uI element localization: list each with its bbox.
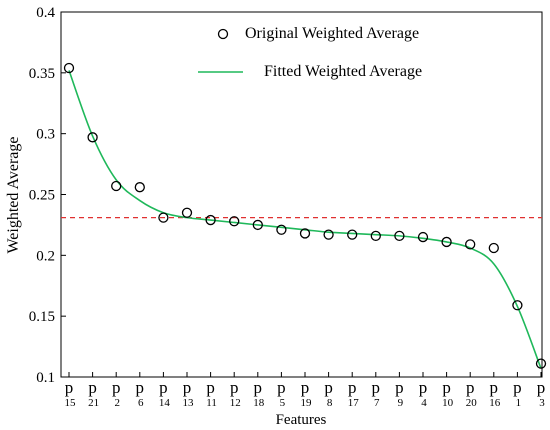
x-tick-subscript: 17 bbox=[348, 397, 360, 409]
x-tick-subscript: 18 bbox=[253, 397, 265, 409]
x-tick-label: p bbox=[65, 378, 74, 397]
data-point bbox=[135, 183, 144, 192]
x-tick-label: p bbox=[348, 378, 357, 397]
data-point bbox=[348, 230, 357, 239]
y-tick-label: 0.3 bbox=[36, 127, 55, 143]
x-tick-label: p bbox=[206, 378, 215, 397]
series-line-fitted bbox=[69, 70, 541, 368]
x-tick-label: p bbox=[490, 378, 499, 397]
x-tick-subscript: 21 bbox=[88, 397, 99, 409]
x-tick-label: p bbox=[112, 378, 121, 397]
x-tick-label: p bbox=[395, 378, 404, 397]
x-tick-subscript: 6 bbox=[138, 397, 144, 409]
y-tick-label: 0.2 bbox=[36, 248, 55, 264]
y-tick-label: 0.4 bbox=[36, 5, 55, 21]
x-tick-label: p bbox=[372, 378, 381, 397]
x-tick-label: p bbox=[254, 378, 263, 397]
x-tick-label: p bbox=[230, 378, 239, 397]
y-tick-label: 0.35 bbox=[29, 66, 55, 82]
x-tick-subscript: 11 bbox=[206, 397, 217, 409]
x-tick-label: p bbox=[324, 378, 333, 397]
x-axis-label: Features bbox=[276, 412, 327, 428]
x-tick-subscript: 4 bbox=[421, 397, 427, 409]
data-point bbox=[183, 208, 192, 217]
x-tick-subscript: 1 bbox=[516, 397, 522, 409]
data-point bbox=[371, 231, 380, 240]
y-axis: 0.1 0.15 0.2 0.25 0.3 0.35 0.4 bbox=[29, 5, 66, 386]
y-tick-label: 0.1 bbox=[36, 370, 55, 386]
x-tick-subscript: 12 bbox=[230, 397, 241, 409]
x-tick-label: p bbox=[537, 378, 546, 397]
legend-label-original: Original Weighted Average bbox=[245, 25, 419, 42]
x-tick-label: p bbox=[513, 378, 522, 397]
x-tick-label: p bbox=[442, 378, 451, 397]
x-tick-subscript: 2 bbox=[114, 397, 120, 409]
x-tick-subscript: 7 bbox=[374, 397, 380, 409]
x-tick-subscript: 15 bbox=[65, 397, 77, 409]
x-tick-label: p bbox=[466, 378, 475, 397]
x-tick-subscript: 3 bbox=[539, 397, 545, 409]
series-markers-original bbox=[65, 63, 546, 368]
y-tick-label: 0.15 bbox=[29, 309, 55, 325]
x-tick-subscript: 10 bbox=[442, 397, 454, 409]
x-tick-label: p bbox=[88, 378, 97, 397]
legend-marker-original bbox=[219, 30, 228, 39]
data-point bbox=[419, 233, 428, 242]
x-tick-label: p bbox=[136, 378, 145, 397]
data-point bbox=[112, 181, 121, 190]
x-tick-subscript: 9 bbox=[398, 397, 404, 409]
x-tick-label: p bbox=[301, 378, 310, 397]
data-point bbox=[489, 244, 498, 253]
legend: Original Weighted Average Fitted Weighte… bbox=[198, 25, 422, 80]
x-tick-label: p bbox=[277, 378, 286, 397]
x-tick-label: p bbox=[183, 378, 192, 397]
x-tick-subscript: 13 bbox=[183, 397, 195, 409]
x-tick-subscript: 8 bbox=[327, 397, 333, 409]
x-axis: p15p21p2p6p14p13p11p12p18p5p19p8p17p7p9p… bbox=[65, 372, 546, 409]
x-tick-label: p bbox=[159, 378, 168, 397]
x-tick-subscript: 5 bbox=[280, 397, 286, 409]
legend-label-fitted: Fitted Weighted Average bbox=[264, 63, 422, 80]
x-tick-subscript: 20 bbox=[466, 397, 478, 409]
y-axis-label: Weighted Average bbox=[5, 136, 22, 253]
y-tick-label: 0.25 bbox=[29, 188, 55, 204]
x-tick-subscript: 19 bbox=[301, 397, 313, 409]
x-tick-subscript: 16 bbox=[489, 397, 501, 409]
x-tick-label: p bbox=[419, 378, 428, 397]
x-tick-subscript: 14 bbox=[159, 397, 171, 409]
